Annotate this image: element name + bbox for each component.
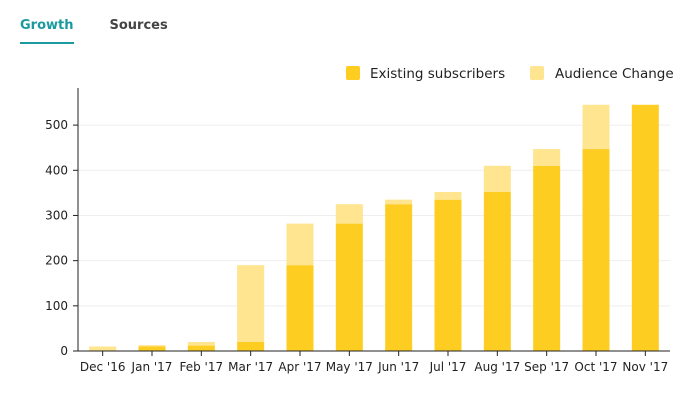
bar-existing-subscribers[interactable] <box>483 191 511 351</box>
bar-existing-subscribers[interactable] <box>582 149 610 351</box>
bar-existing-subscribers[interactable] <box>138 346 166 351</box>
x-tick-label: Nov '17 <box>622 360 668 374</box>
y-tick-label: 0 <box>60 344 68 358</box>
bar-existing-subscribers[interactable] <box>237 341 265 351</box>
legend-label-change: Audience Change <box>555 66 674 82</box>
bar-existing-subscribers[interactable] <box>533 165 561 351</box>
axes: 0 100 200 300 400 500 Dec '16 Jan '17 Feb '17 Mar… <box>45 88 670 374</box>
x-tick-label: Jan '17 <box>131 360 173 374</box>
x-tick-label: Feb '17 <box>180 360 224 374</box>
x-tick-label: Oct '17 <box>574 360 617 374</box>
bar-existing-subscribers[interactable] <box>631 104 659 351</box>
bar-audience-change[interactable] <box>335 204 363 224</box>
x-tick-label: Sep '17 <box>524 360 569 374</box>
tab-growth[interactable]: Growth <box>20 18 74 44</box>
bar-audience-change[interactable] <box>138 345 166 347</box>
legend-swatch-change <box>530 66 544 80</box>
y-tick-label: 300 <box>45 208 68 222</box>
tab-bar: Growth Sources <box>20 18 204 44</box>
y-tick-label: 100 <box>45 299 68 313</box>
bar-audience-change[interactable] <box>89 346 117 351</box>
bar-existing-subscribers[interactable] <box>434 199 462 351</box>
bar-audience-change[interactable] <box>434 191 462 200</box>
x-tick-label: Mar '17 <box>228 360 273 374</box>
x-tick-label: May '17 <box>326 360 373 374</box>
grid-lines <box>78 124 670 307</box>
bar-existing-subscribers[interactable] <box>385 204 413 351</box>
bar-existing-subscribers[interactable] <box>286 265 314 351</box>
bars <box>89 104 659 351</box>
x-tick-label: Aug '17 <box>474 360 520 374</box>
x-tick-label: Jul '17 <box>429 360 467 374</box>
y-tick-label: 500 <box>45 118 68 132</box>
y-tick-label: 200 <box>45 254 68 268</box>
legend-swatch-existing <box>346 66 360 80</box>
bar-audience-change[interactable] <box>237 265 265 342</box>
legend-label-existing: Existing subscribers <box>370 66 505 82</box>
bar-existing-subscribers[interactable] <box>187 345 215 351</box>
bar-audience-change[interactable] <box>483 165 511 192</box>
bar-audience-change[interactable] <box>187 341 215 346</box>
x-tick-label: Apr '17 <box>278 360 321 374</box>
bar-audience-change[interactable] <box>385 199 413 205</box>
legend: Existing subscribers Audience Change <box>346 66 674 82</box>
tab-sources[interactable]: Sources <box>109 18 168 33</box>
bar-audience-change[interactable] <box>533 149 561 166</box>
x-tick-label: Dec '16 <box>80 360 126 374</box>
y-tick-label: 400 <box>45 163 68 177</box>
bar-audience-change[interactable] <box>286 223 314 266</box>
bar-audience-change[interactable] <box>582 104 610 150</box>
x-tick-label: Jun '17 <box>377 360 419 374</box>
bar-existing-subscribers[interactable] <box>335 223 363 351</box>
